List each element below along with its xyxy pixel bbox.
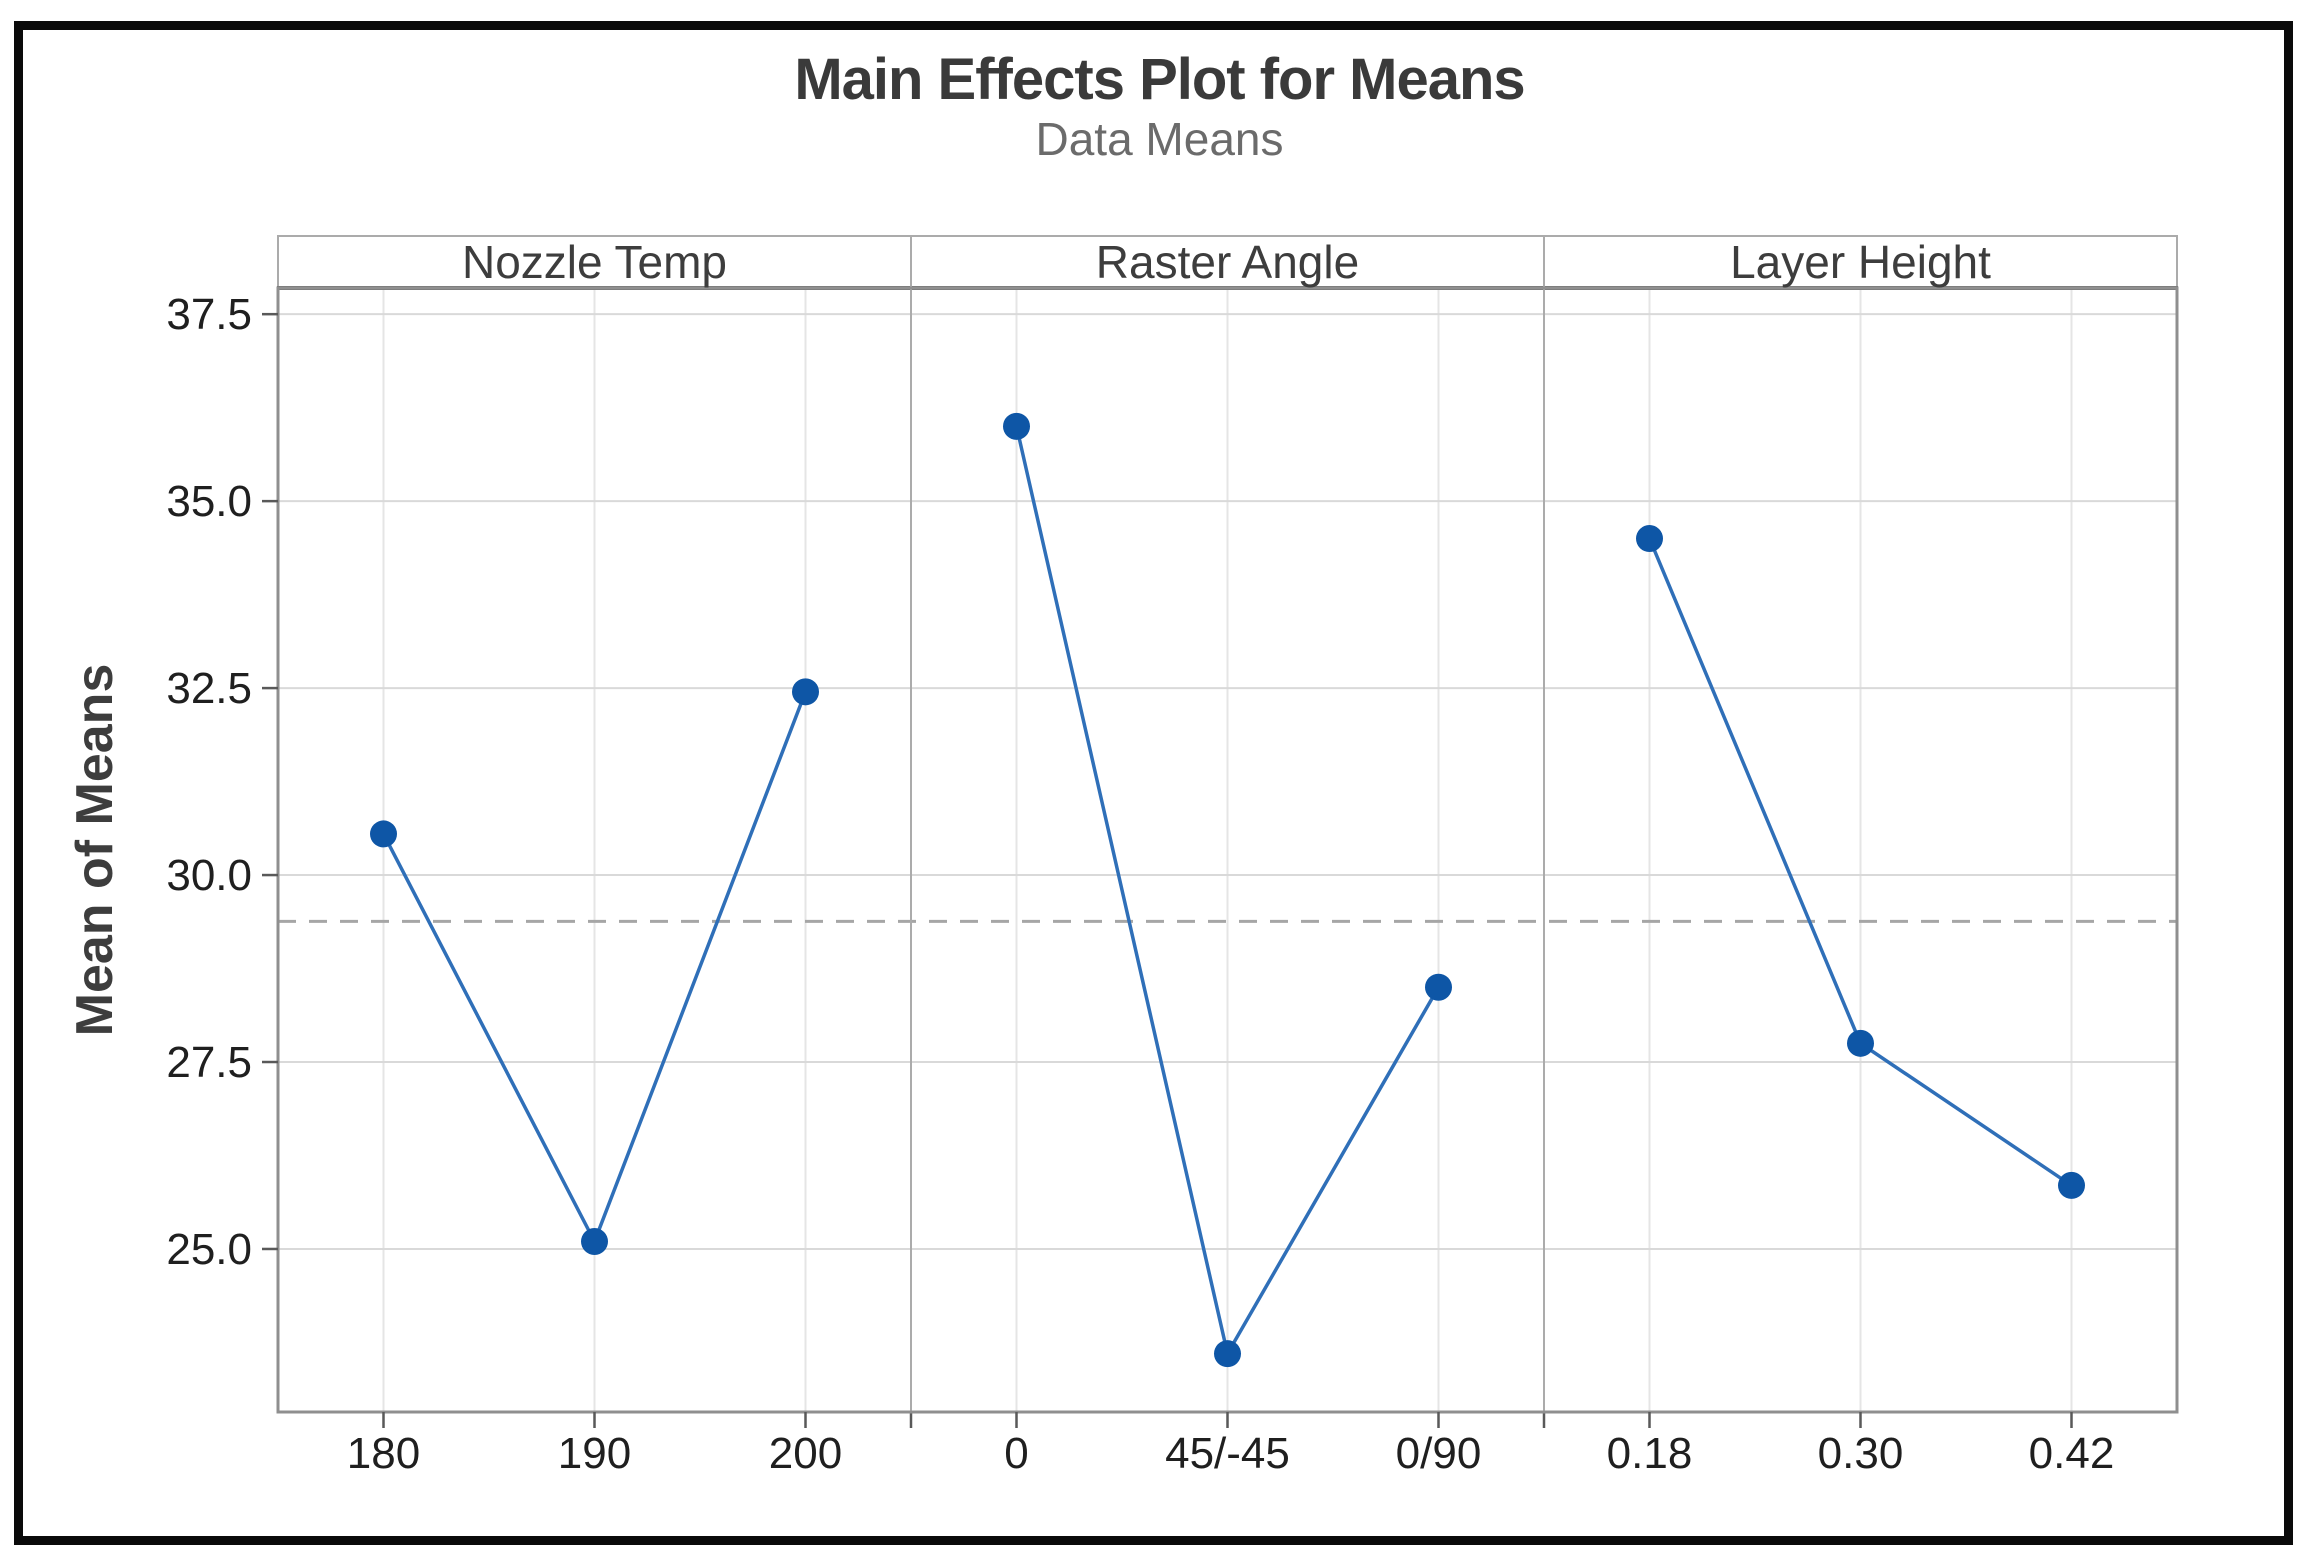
data-point: [1847, 1029, 1874, 1057]
x-tick-label: 190: [558, 1429, 631, 1478]
x-tick-label: 0/90: [1396, 1429, 1482, 1478]
data-point: [792, 678, 819, 706]
x-tick-label: 0.30: [1818, 1429, 1904, 1478]
y-tick-label: 27.5: [166, 1038, 252, 1087]
y-tick-label: 32.5: [166, 664, 252, 713]
data-point: [1636, 525, 1663, 553]
data-point: [370, 820, 397, 848]
x-tick-label: 200: [769, 1429, 842, 1478]
x-tick-label: 180: [347, 1429, 420, 1478]
chart-subtitle: Data Means: [1035, 113, 1284, 165]
x-tick-label: 0.42: [2029, 1429, 2115, 1478]
y-tick-label: 37.5: [166, 290, 252, 339]
data-point: [1214, 1340, 1241, 1368]
data-point: [1425, 973, 1452, 1001]
panel-header-label: Layer Height: [1730, 236, 1991, 288]
data-point: [581, 1227, 608, 1255]
x-tick-label: 0.18: [1607, 1429, 1693, 1478]
chart-title: Main Effects Plot for Means: [794, 47, 1525, 112]
data-point: [1003, 412, 1030, 440]
y-tick-label: 25.0: [166, 1225, 252, 1274]
panel-header-label: Raster Angle: [1096, 236, 1359, 288]
y-tick-label: 30.0: [166, 851, 252, 900]
data-point: [2058, 1171, 2085, 1199]
y-tick-label: 35.0: [166, 477, 252, 526]
panel-header-label: Nozzle Temp: [462, 236, 727, 288]
x-tick-label: 45/-45: [1165, 1429, 1290, 1478]
figure-border: [14, 21, 2293, 1545]
x-tick-label: 0: [1004, 1429, 1028, 1478]
